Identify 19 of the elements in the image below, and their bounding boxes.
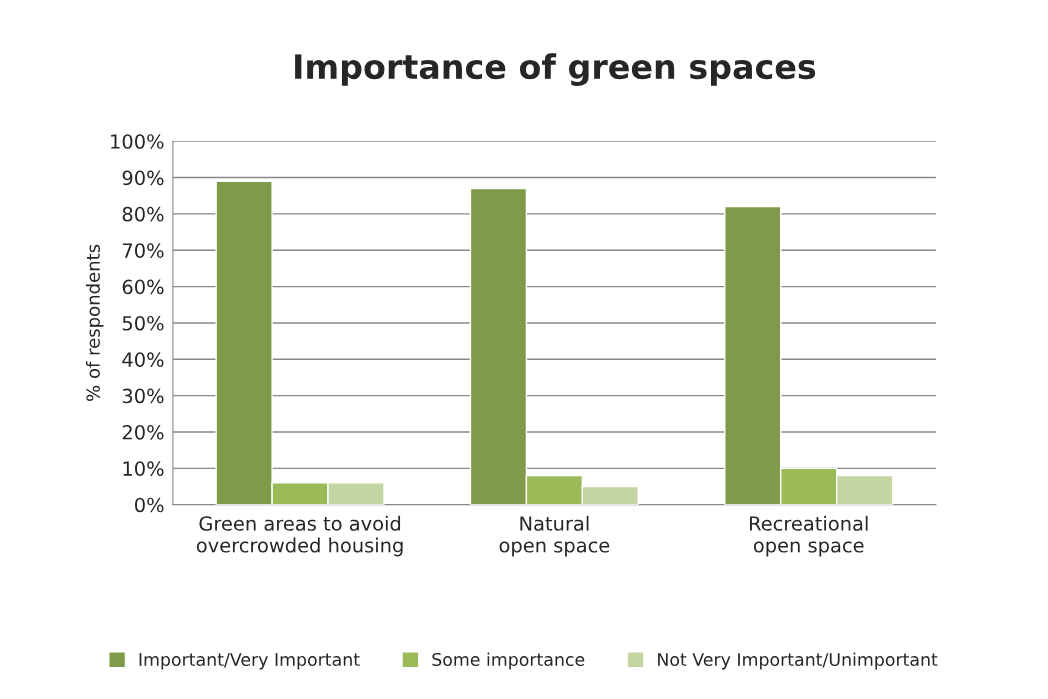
- y-tick-label: 30%: [122, 388, 164, 404]
- y-tick-label: 70%: [122, 243, 164, 258]
- y-tick-label: 60%: [122, 279, 164, 295]
- legend-label: Some importance: [432, 652, 585, 670]
- x-tick-label: Green areas to avoid overcrowded housing: [196, 515, 403, 557]
- y-tick-label: 100%: [111, 134, 164, 149]
- y-tick-label: 20%: [122, 424, 164, 440]
- y-tick-label: 0%: [135, 497, 164, 513]
- x-tick-label: Natural open space: [499, 515, 610, 557]
- y-tick-label: 80%: [122, 206, 164, 222]
- y-tick-label: 90%: [122, 170, 164, 186]
- x-tick-label: Recreational open space: [749, 515, 868, 557]
- y-tick-label: 10%: [123, 461, 164, 476]
- legend-label: Important/Very Important: [139, 653, 360, 670]
- y-tick-label: 40%: [122, 352, 164, 367]
- legend-label: Not Very Important/Unimportant: [658, 652, 938, 670]
- y-axis-title: % of respondents: [85, 244, 104, 401]
- chart-title: Importance of green spaces: [295, 53, 816, 86]
- y-tick-label: 50%: [122, 315, 164, 331]
